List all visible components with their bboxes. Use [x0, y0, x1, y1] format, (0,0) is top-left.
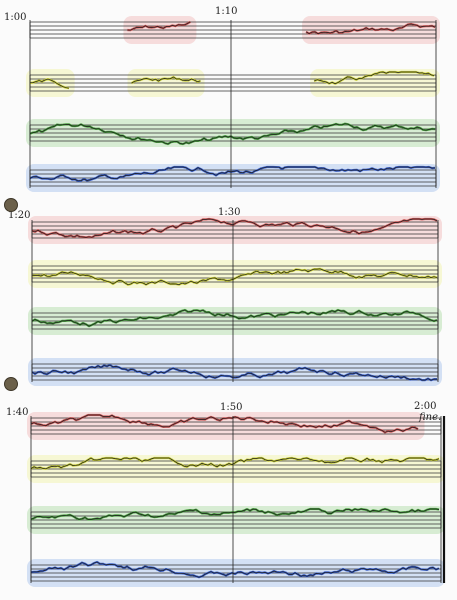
- system-1-start-time: 1:00: [4, 12, 27, 23]
- system-2-start-time: 1:20: [8, 210, 31, 221]
- contour-ink-1-1-1: [127, 21, 191, 31]
- contour-ink-3-3-1: [30, 508, 440, 520]
- system-1-mid-time: 1:10: [215, 6, 238, 17]
- contour-ink-2-4-1: [31, 364, 437, 381]
- contour-ink-3-1-1: [30, 414, 419, 433]
- contour-ink-2-3-1: [31, 309, 438, 327]
- contour-ink-3-4-1: [30, 561, 440, 578]
- contour-ink-1-2-2: [131, 76, 201, 84]
- binder-hole-bottom: [4, 377, 18, 391]
- system-2-mid-time: 1:30: [218, 207, 241, 218]
- system-3-start-time: 1:40: [6, 407, 29, 418]
- system-3-mid-time: 1:50: [220, 402, 243, 413]
- contour-ink-2-1-1: [31, 218, 438, 238]
- contour-ink-2-2-1: [31, 268, 438, 286]
- fine-marking: fine.: [419, 412, 442, 423]
- contour-ink-1-2-3: [314, 71, 435, 85]
- binder-hole-top: [4, 198, 18, 212]
- contour-ink-3-2-1: [30, 457, 440, 470]
- contour-ink-1-3-1: [29, 123, 436, 145]
- contour-ink-1-4-1: [29, 166, 436, 182]
- contour-ink-1-2-1: [29, 78, 70, 89]
- system-3-end-time: 2:00: [414, 401, 437, 412]
- contour-ink-1-1-2: [305, 23, 436, 35]
